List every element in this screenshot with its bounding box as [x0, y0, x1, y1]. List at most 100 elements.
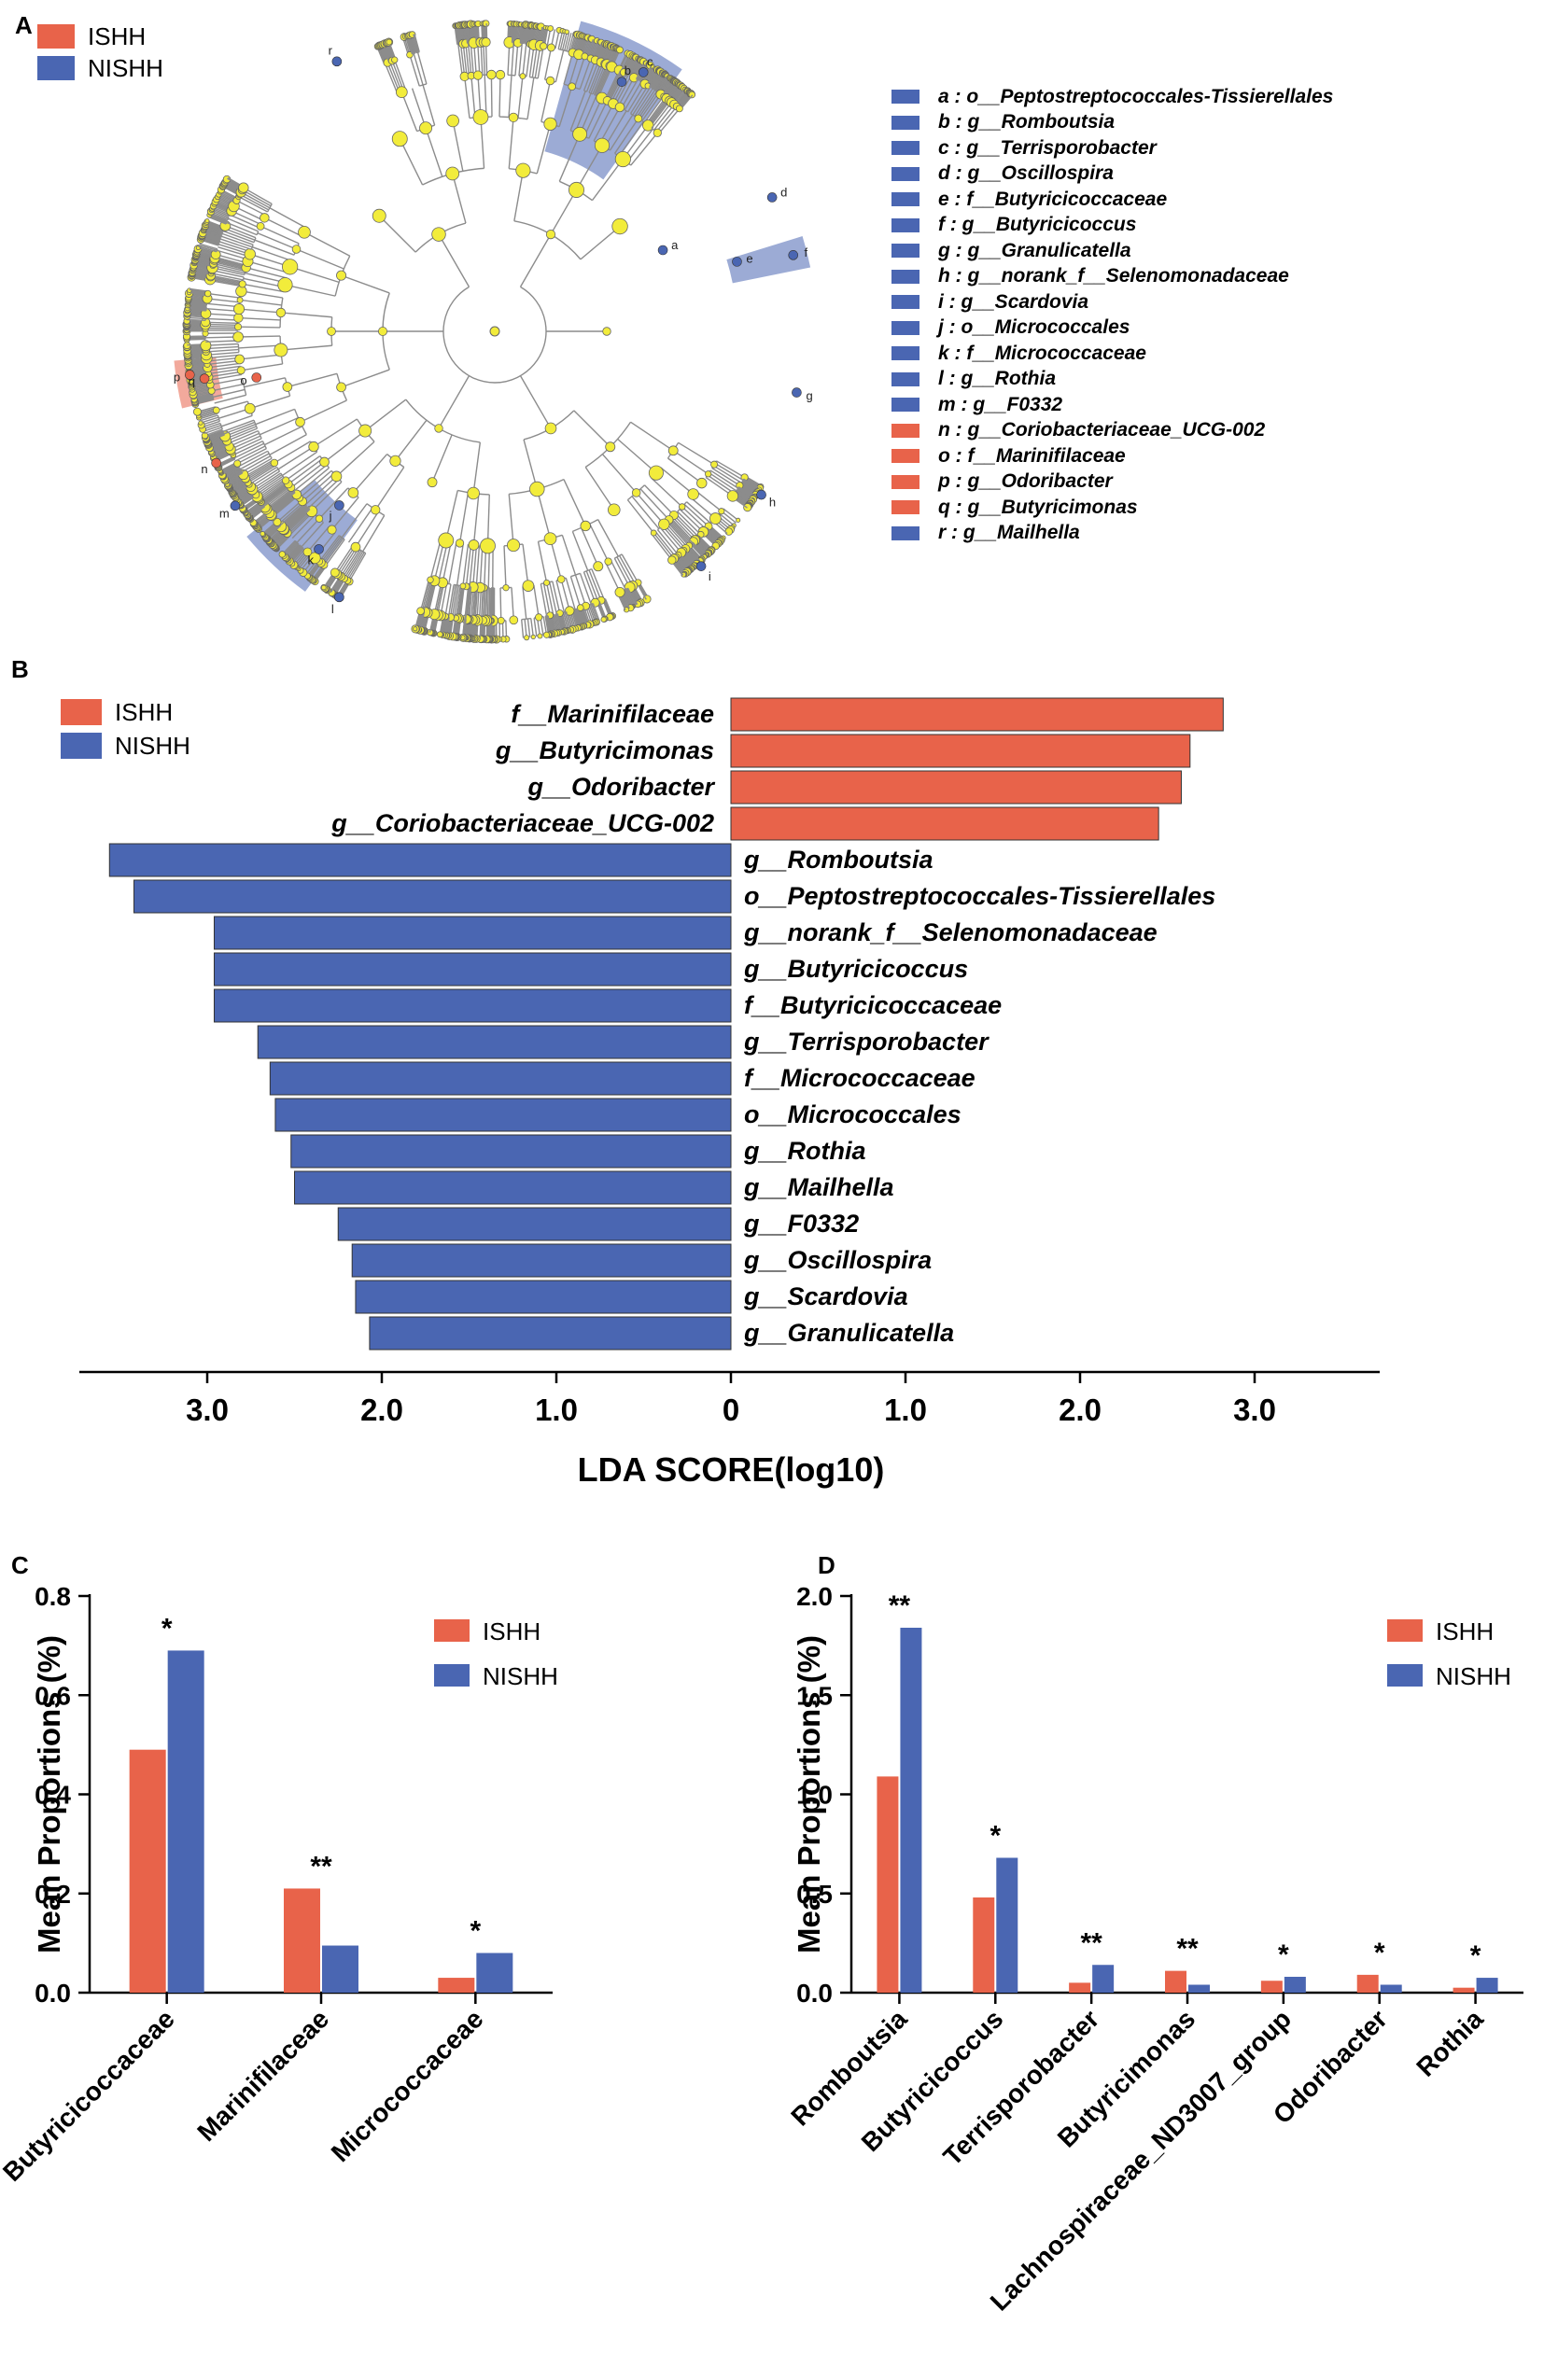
tree-branch: [203, 425, 222, 432]
tree-node: [522, 580, 535, 592]
tree-branch: [575, 145, 603, 190]
tree-node: [593, 561, 604, 572]
tree-node: [207, 386, 216, 395]
tree-branch: [523, 439, 538, 490]
legend-label-nishh: NISHH: [88, 53, 163, 82]
lda-bar-label: o__Micrococcales: [744, 1100, 961, 1128]
tree-branch: [524, 619, 527, 638]
tree-node: [233, 313, 244, 323]
tree-node: [710, 460, 719, 469]
tree-branch: [719, 512, 735, 526]
tree-node: [543, 117, 557, 131]
tree-node: [507, 539, 521, 553]
tree-branch: [214, 259, 246, 270]
tree-branch: [520, 24, 524, 44]
tree-branch: [465, 43, 470, 77]
tree-branch: [498, 75, 501, 118]
tree-node: [547, 25, 554, 32]
cladogram-legend-item: l : g__Rothia: [891, 367, 1333, 393]
tree-branch: [199, 413, 218, 420]
tree-branch: [565, 578, 576, 610]
tree-node: [438, 532, 455, 549]
tree-branch: [213, 262, 246, 273]
tree-node: [568, 82, 577, 91]
tree-branch: [290, 461, 325, 488]
tree-branch: [293, 464, 328, 492]
lda-bar-label: g__Rothia: [743, 1137, 866, 1165]
tree-branch: [348, 553, 367, 582]
tree-branch: [564, 611, 570, 631]
cladogram-legend-swatch: [891, 320, 919, 335]
tree-node: [275, 307, 287, 318]
tree-branch: [269, 434, 307, 455]
tree-node: [542, 631, 551, 638]
tree-branch: [259, 480, 287, 500]
tree-branch: [677, 511, 702, 536]
tree-node: [319, 456, 330, 468]
x-tick-label: Marinifilaceae: [191, 2004, 334, 2147]
tree-branch: [205, 340, 239, 343]
tree-arc: [239, 468, 242, 471]
tree-branch: [260, 481, 288, 502]
tree-branch: [346, 552, 365, 581]
tree-branch: [614, 118, 639, 154]
cladogram-legend-swatch: [891, 398, 919, 413]
tree-branch: [569, 91, 586, 132]
node-label-o: o: [240, 373, 246, 387]
tree-node: [545, 229, 556, 240]
cladogram-legend-label: i : g__Scardovia: [938, 290, 1089, 313]
cladogram-legend-label: a : o__Peptostreptococcales-Tissierellal…: [938, 85, 1334, 107]
y-tick-label: 0.5: [796, 1880, 833, 1909]
tree-branch: [208, 368, 242, 375]
tree-branch: [453, 585, 460, 619]
tree-node: [608, 503, 621, 517]
y-axis-title: Mean Proportions (%): [32, 1635, 66, 1953]
tree-branch: [260, 225, 300, 245]
tree-node: [431, 227, 446, 242]
tree-node: [480, 538, 496, 554]
tree-node: [278, 551, 287, 558]
tree-branch: [521, 619, 525, 638]
tree-branch: [285, 455, 321, 482]
tree-branch: [555, 580, 566, 613]
tree-branch: [631, 496, 660, 529]
tree-branch: [208, 216, 227, 225]
tree-branch: [464, 586, 470, 620]
tree-branch: [296, 518, 320, 543]
tree-branch: [240, 453, 270, 470]
lda-bar: [274, 1098, 732, 1132]
tree-arc: [227, 217, 230, 220]
tree-node: [200, 340, 212, 352]
tree-branch: [299, 469, 332, 499]
tree-branch: [537, 46, 544, 79]
tree-arc: [649, 86, 652, 89]
tree-branch: [272, 495, 299, 518]
tree-branch: [629, 85, 649, 115]
tree-node: [602, 327, 611, 336]
tree-branch: [643, 95, 665, 123]
tree-branch: [587, 39, 596, 58]
tree-branch: [511, 42, 514, 76]
tree-branch: [471, 587, 476, 621]
tree-branch: [306, 526, 330, 553]
tree-branch: [580, 225, 621, 260]
tree-branch: [638, 91, 657, 119]
tree-branch: [247, 260, 288, 273]
tree-branch: [248, 466, 278, 485]
cladogram-legend-swatch: [891, 141, 919, 156]
bar-nishh: [1188, 1984, 1210, 1993]
tree-branch: [598, 600, 607, 619]
tree-node: [611, 217, 628, 235]
significance-marker: *: [1278, 1939, 1289, 1970]
tree-arc: [653, 89, 656, 91]
cladogram-legend-label: e : f__Butyricicoccaceae: [938, 188, 1168, 210]
tree-node: [614, 150, 631, 168]
tree-branch: [345, 551, 364, 581]
tree-branch: [610, 559, 626, 590]
tree-arc: [294, 539, 300, 545]
tree-branch: [522, 586, 527, 620]
cladogram-legend-item: a : o__Peptostreptococcales-Tissierellal…: [891, 84, 1333, 110]
panel-label-c: C: [11, 1551, 29, 1579]
tree-branch: [555, 613, 562, 633]
tree-branch: [643, 484, 675, 516]
